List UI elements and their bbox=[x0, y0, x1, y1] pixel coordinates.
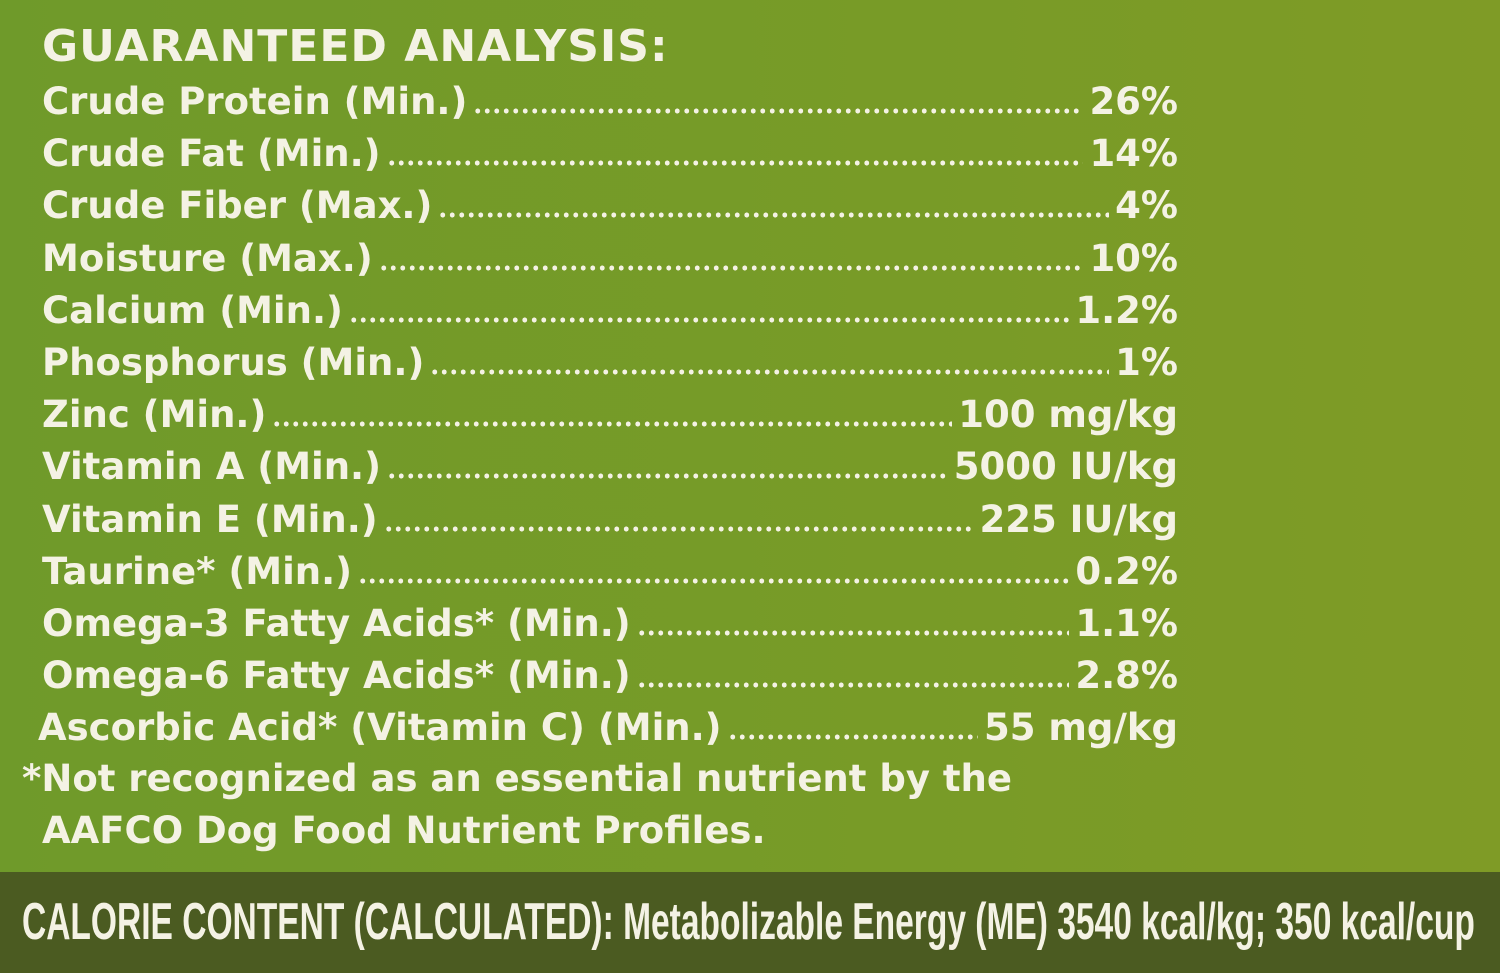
leader-dots bbox=[636, 629, 1070, 636]
analysis-row: Vitamin E (Min.) 225 IU/kg bbox=[42, 494, 1178, 546]
analysis-row: Omega-3 Fatty Acids* (Min.) 1.1% bbox=[42, 598, 1178, 650]
leader-dots bbox=[636, 682, 1070, 689]
nutrient-label: Taurine* (Min.) bbox=[42, 549, 353, 593]
nutrient-label: Moisture (Max.) bbox=[42, 236, 373, 280]
nutrient-value: 10% bbox=[1089, 236, 1178, 280]
nutrient-value: 1.2% bbox=[1075, 288, 1178, 332]
nutrient-label: Crude Protein (Min.) bbox=[42, 80, 468, 123]
nutrient-value: 2.8% bbox=[1075, 654, 1178, 698]
footnote: *Not recognized as an essential nutrient… bbox=[22, 757, 1012, 800]
nutrient-label: Calcium (Min.) bbox=[42, 288, 343, 332]
calorie-text: Metabolizable Energy (ME) 3540 kcal/kg; … bbox=[623, 893, 1475, 951]
analysis-row: Moisture (Max.) 10% bbox=[42, 233, 1178, 285]
nutrient-value: 14% bbox=[1089, 132, 1178, 176]
nutrient-value: 1.1% bbox=[1075, 601, 1178, 645]
analysis-row: Taurine* (Min.) 0.2% bbox=[42, 546, 1178, 598]
leader-dots bbox=[386, 160, 1084, 167]
leader-dots bbox=[438, 212, 1110, 219]
leader-dots bbox=[383, 525, 974, 532]
nutrient-label: Crude Fiber (Max.) bbox=[42, 184, 433, 228]
nutrient-label: Zinc (Min.) bbox=[42, 393, 267, 437]
title: GUARANTEED ANALYSIS: bbox=[42, 21, 669, 72]
nutrient-value: 55 mg/kg bbox=[983, 706, 1178, 750]
calorie-label: CALORIE CONTENT (CALCULATED): bbox=[22, 893, 614, 951]
nutrient-value: 26% bbox=[1089, 80, 1178, 123]
calorie-line: CALORIE CONTENT (CALCULATED): Metaboliza… bbox=[22, 892, 1475, 952]
leader-dots bbox=[727, 734, 978, 741]
leader-dots bbox=[358, 577, 1070, 584]
analysis-row: Omega-6 Fatty Acids* (Min.) 2.8% bbox=[42, 650, 1178, 702]
nutrient-label: Vitamin E (Min.) bbox=[42, 497, 378, 541]
nutrient-value: 100 mg/kg bbox=[958, 393, 1178, 437]
analysis-row: Phosphorus (Min.) 1% bbox=[42, 337, 1178, 389]
leader-dots bbox=[430, 369, 1110, 376]
footnote: AAFCO Dog Food Nutrient Profiles. bbox=[42, 809, 766, 852]
nutrient-value: 5000 IU/kg bbox=[953, 445, 1178, 489]
nutrient-label: Phosphorus (Min.) bbox=[42, 340, 425, 384]
calorie-band: CALORIE CONTENT (CALCULATED): Metaboliza… bbox=[0, 872, 1500, 973]
nutrient-label: Vitamin A (Min.) bbox=[42, 445, 382, 489]
nutrient-label: Omega-6 Fatty Acids* (Min.) bbox=[42, 654, 631, 698]
analysis-row: Crude Protein (Min.) 26% bbox=[42, 76, 1178, 128]
analysis-row: Zinc (Min.) 100 mg/kg bbox=[42, 389, 1178, 441]
nutrient-label: Crude Fat (Min.) bbox=[42, 132, 381, 176]
leader-dots bbox=[272, 421, 953, 428]
nutrient-label: Omega-3 Fatty Acids* (Min.) bbox=[42, 601, 631, 645]
analysis-row: Calcium (Min.) 1.2% bbox=[42, 285, 1178, 337]
analysis-row: Ascorbic Acid* (Vitamin C) (Min.) 55 mg/k… bbox=[38, 702, 1178, 754]
analysis-row: Crude Fiber (Max.) 4% bbox=[42, 180, 1178, 232]
nutrient-value: 0.2% bbox=[1075, 549, 1178, 593]
analysis-list: Crude Protein (Min.) 26% Crude Fat (Min.) 1… bbox=[38, 76, 1178, 754]
leader-dots bbox=[348, 316, 1070, 323]
analysis-row: Crude Fat (Min.) 14% bbox=[42, 128, 1178, 180]
leader-dots bbox=[378, 264, 1084, 271]
analysis-row: Vitamin A (Min.) 5000 IU/kg bbox=[42, 441, 1178, 493]
nutrient-value: 1% bbox=[1115, 340, 1178, 384]
nutrient-value: 4% bbox=[1115, 184, 1178, 228]
nutrient-value: 225 IU/kg bbox=[979, 497, 1178, 541]
nutrient-label: Ascorbic Acid* (Vitamin C) (Min.) bbox=[38, 706, 722, 750]
leader-dots bbox=[387, 473, 948, 480]
leader-dots bbox=[473, 108, 1084, 115]
